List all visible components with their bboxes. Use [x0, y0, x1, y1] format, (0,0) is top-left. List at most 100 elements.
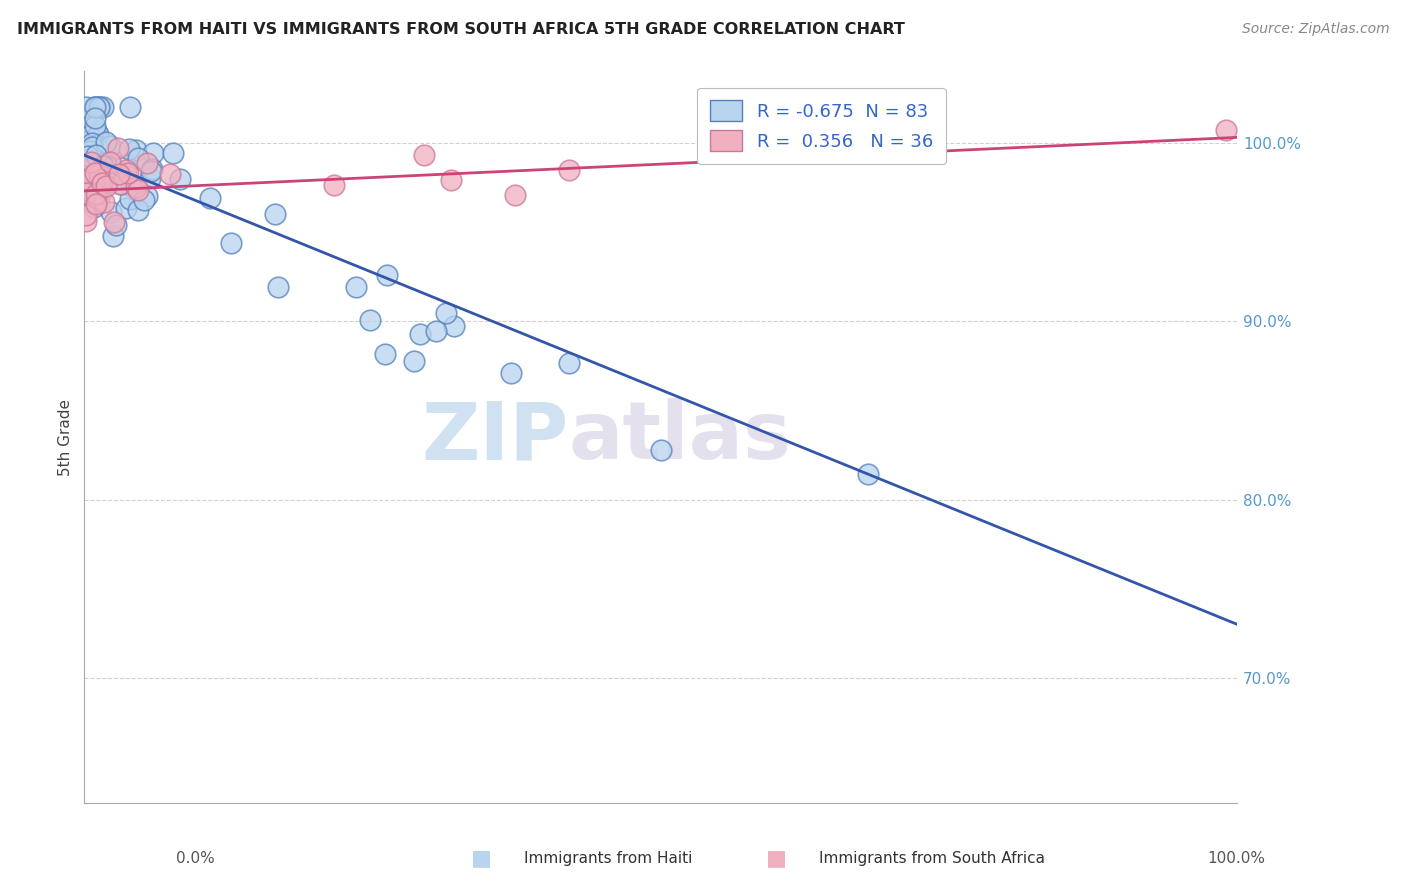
Point — [79, 170, 101, 185]
Point — [425, 324, 447, 338]
Point — [125, 143, 148, 157]
Point — [443, 318, 465, 333]
Point — [344, 279, 367, 293]
Point — [86, 192, 108, 206]
Point — [409, 327, 432, 342]
Point — [80, 169, 103, 184]
Point — [93, 100, 115, 114]
Point — [97, 175, 120, 189]
Point — [84, 171, 107, 186]
Point — [101, 229, 124, 244]
Point — [198, 191, 221, 205]
Point — [404, 354, 426, 368]
Point — [86, 100, 108, 114]
Point — [264, 206, 287, 220]
Point — [1215, 123, 1237, 137]
Point — [84, 197, 107, 211]
Point — [108, 178, 131, 192]
Point — [125, 180, 148, 194]
Point — [84, 138, 107, 153]
Point — [77, 158, 100, 172]
Point — [75, 213, 97, 227]
Point — [110, 178, 132, 192]
Point — [94, 178, 117, 193]
Point — [84, 179, 107, 194]
Point — [79, 137, 101, 152]
Point — [118, 142, 141, 156]
Point — [86, 186, 108, 201]
Text: ZIP: ZIP — [422, 398, 568, 476]
Point — [114, 158, 136, 172]
Point — [139, 164, 162, 178]
Point — [82, 126, 104, 140]
Point — [82, 139, 104, 153]
Text: ■: ■ — [766, 848, 787, 868]
Point — [91, 176, 114, 190]
Point — [83, 166, 105, 180]
Point — [86, 124, 108, 138]
Point — [84, 119, 107, 133]
Point — [650, 443, 672, 458]
Point — [86, 179, 108, 194]
Point — [83, 100, 105, 114]
Point — [162, 146, 184, 161]
Point — [159, 167, 181, 181]
Point — [87, 100, 110, 114]
Point — [80, 155, 103, 169]
Point — [107, 141, 129, 155]
Point — [127, 151, 149, 165]
Point — [374, 347, 396, 361]
Point — [118, 192, 141, 206]
Point — [114, 165, 136, 179]
Point — [434, 306, 457, 320]
Point — [75, 157, 97, 171]
Point — [120, 100, 142, 114]
Point — [89, 178, 111, 193]
Point — [91, 167, 114, 181]
Point — [557, 356, 579, 370]
Point — [141, 161, 163, 176]
Point — [557, 162, 579, 177]
Point — [84, 186, 107, 201]
Point — [169, 172, 191, 186]
Point — [323, 178, 346, 192]
Point — [75, 208, 97, 222]
Point — [120, 178, 142, 193]
Point — [79, 134, 101, 148]
Point — [77, 128, 100, 143]
Point — [82, 186, 104, 200]
Point — [103, 214, 125, 228]
Point — [127, 182, 149, 196]
Point — [83, 178, 105, 193]
Point — [80, 173, 103, 187]
Point — [76, 152, 98, 166]
Point — [77, 163, 100, 178]
Point — [439, 172, 461, 186]
Point — [132, 193, 155, 207]
Point — [412, 147, 434, 161]
Text: Immigrants from South Africa: Immigrants from South Africa — [818, 851, 1045, 865]
Point — [84, 148, 107, 162]
Point — [75, 113, 97, 128]
Point — [100, 205, 122, 219]
Point — [89, 100, 111, 114]
Point — [84, 111, 107, 125]
Point — [97, 160, 120, 174]
Text: IMMIGRANTS FROM HAITI VS IMMIGRANTS FROM SOUTH AFRICA 5TH GRADE CORRELATION CHAR: IMMIGRANTS FROM HAITI VS IMMIGRANTS FROM… — [17, 22, 904, 37]
Point — [499, 366, 522, 380]
Point — [77, 171, 100, 186]
Point — [115, 163, 138, 178]
Point — [82, 136, 104, 150]
Point — [75, 186, 97, 200]
Point — [139, 170, 162, 185]
Point — [87, 100, 110, 114]
Point — [75, 100, 97, 114]
Point — [75, 161, 97, 175]
Text: 0.0%: 0.0% — [176, 851, 215, 865]
Point — [89, 188, 111, 202]
Point — [83, 100, 105, 114]
Point — [142, 145, 165, 160]
Point — [104, 218, 127, 232]
Point — [87, 128, 110, 142]
Point — [91, 159, 114, 173]
